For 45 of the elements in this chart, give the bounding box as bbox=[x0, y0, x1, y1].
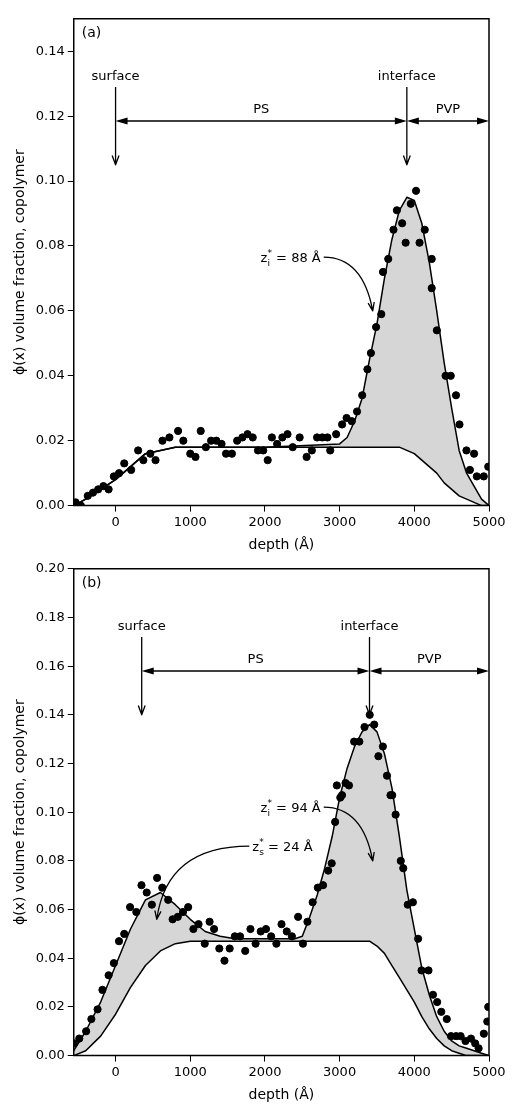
y-tick-label: 0.18 bbox=[35, 608, 65, 624]
x-axis-title: depth (Å) bbox=[248, 1086, 315, 1103]
y-tick-label: 0.00 bbox=[35, 1046, 65, 1062]
ref-line-label: surface bbox=[91, 67, 140, 83]
y-tick-label: 0.12 bbox=[35, 107, 65, 123]
ref-line-label: interface bbox=[340, 617, 399, 633]
x-tick-label: 5000 bbox=[472, 513, 506, 529]
x-tick-label: 1000 bbox=[173, 1063, 207, 1079]
y-axis-title: ϕ(x) volume fraction, copolymer bbox=[11, 699, 28, 926]
y-tick-label: 0.10 bbox=[35, 172, 65, 188]
x-tick-label: 2000 bbox=[248, 1063, 282, 1079]
y-tick-label: 0.08 bbox=[35, 852, 65, 868]
annotation: PVP bbox=[435, 100, 461, 116]
y-tick-label: 0.14 bbox=[35, 42, 65, 58]
x-tick-label: 4000 bbox=[397, 513, 431, 529]
y-tick-label: 0.02 bbox=[35, 432, 65, 448]
y-tick-label: 0.20 bbox=[35, 560, 65, 576]
y-tick-label: 0.12 bbox=[35, 754, 65, 770]
y-axis-title: ϕ(x) volume fraction, copolymer bbox=[11, 149, 28, 376]
x-tick-label: 0 bbox=[111, 1063, 120, 1079]
ref-line-label: interface bbox=[377, 67, 436, 83]
annotation: (a) bbox=[81, 23, 102, 40]
annotation: PVP bbox=[416, 650, 442, 666]
y-tick-label: 0.06 bbox=[35, 302, 65, 318]
ref-line-label: surface bbox=[117, 617, 166, 633]
x-tick-label: 1000 bbox=[173, 513, 207, 529]
y-tick-label: 0.04 bbox=[35, 367, 65, 383]
y-tick-label: 0.04 bbox=[35, 949, 65, 965]
x-tick-label: 3000 bbox=[323, 1063, 357, 1079]
annotation: PS bbox=[253, 100, 270, 116]
x-tick-label: 0 bbox=[111, 513, 120, 529]
x-tick-label: 4000 bbox=[397, 1063, 431, 1079]
y-tick-label: 0.02 bbox=[35, 998, 65, 1014]
y-tick-label: 0.08 bbox=[35, 237, 65, 253]
x-axis-title: depth (Å) bbox=[248, 536, 315, 553]
annotation: PS bbox=[247, 650, 264, 666]
y-tick-label: 0.14 bbox=[35, 706, 65, 722]
annotation: (b) bbox=[81, 573, 102, 590]
y-tick-label: 0.00 bbox=[35, 496, 65, 512]
y-tick-label: 0.16 bbox=[35, 657, 65, 673]
x-tick-label: 3000 bbox=[323, 513, 357, 529]
x-tick-label: 5000 bbox=[472, 1063, 506, 1079]
y-tick-label: 0.06 bbox=[35, 900, 65, 916]
x-tick-label: 2000 bbox=[248, 513, 282, 529]
y-tick-label: 0.10 bbox=[35, 803, 65, 819]
